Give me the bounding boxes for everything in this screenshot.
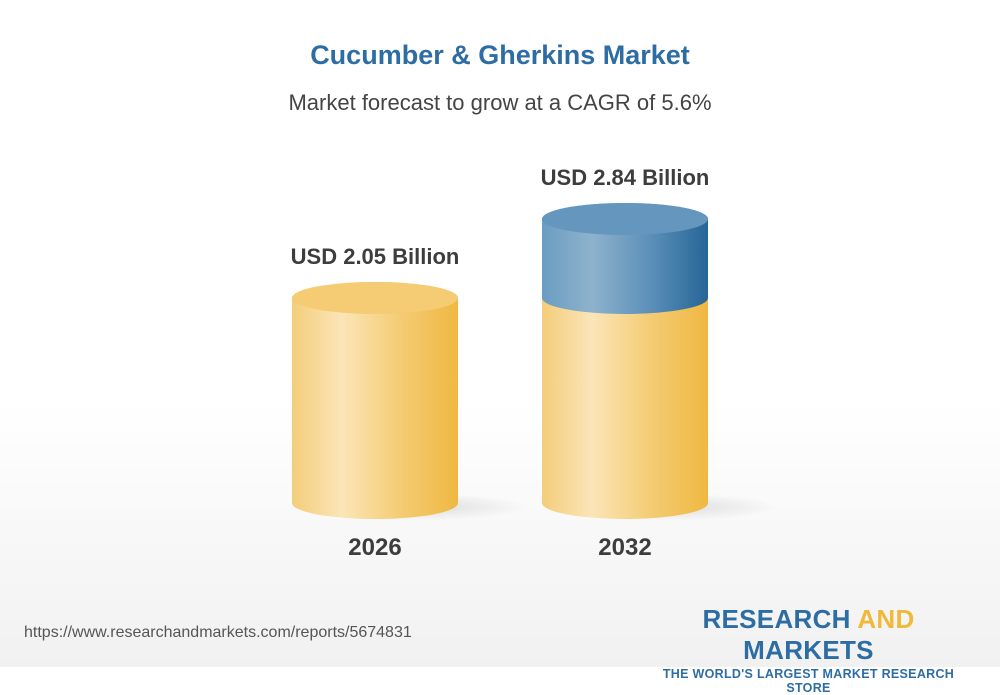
- logo-text-2: AND: [857, 604, 915, 634]
- logo-tagline: THE WORLD'S LARGEST MARKET RESEARCH STOR…: [662, 667, 955, 695]
- category-label: 2032: [598, 534, 651, 561]
- cylinder-top-2032: [542, 203, 708, 235]
- data-label: USD 2.05 Billion: [291, 244, 460, 269]
- cylinder-base-2026: [292, 282, 458, 519]
- chart-subtitle: Market forecast to grow at a CAGR of 5.6…: [288, 90, 712, 115]
- data-label: USD 2.84 Billion: [541, 165, 710, 190]
- logo-text-1: RESEARCH: [702, 604, 858, 634]
- cylinder-top-2026: [292, 282, 458, 314]
- logo-text-3: MARKETS: [743, 635, 874, 665]
- chart-title: Cucumber & Gherkins Market: [310, 40, 690, 70]
- cylinder-base-2032: [542, 282, 708, 519]
- research-and-markets-logo: RESEARCH AND MARKETS THE WORLD'S LARGEST…: [641, 604, 976, 695]
- cylinder-chart: USD 2.05 Billion 2026 USD 2.84 Billion 2032: [291, 165, 778, 561]
- report-url[interactable]: https://www.researchandmarkets.com/repor…: [24, 624, 412, 641]
- category-label: 2026: [348, 534, 401, 561]
